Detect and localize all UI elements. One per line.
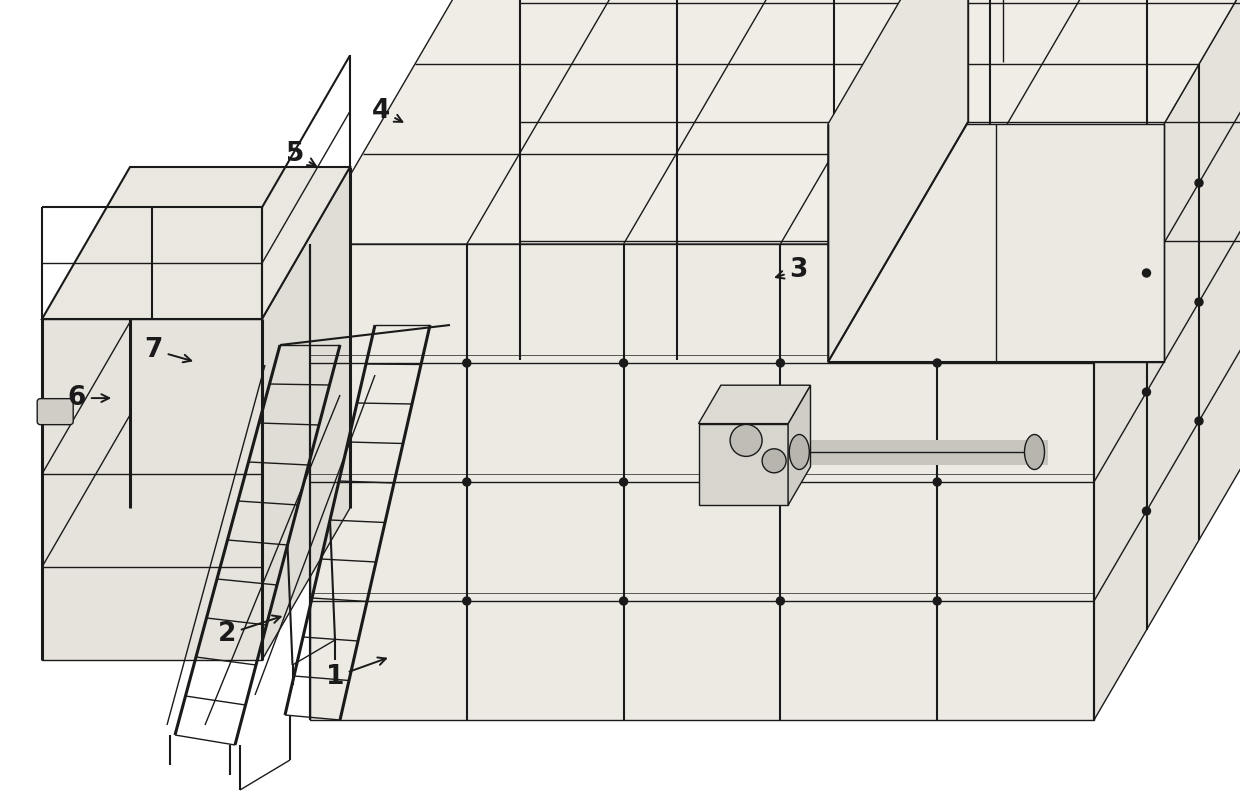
Circle shape [730,425,763,457]
Circle shape [1195,298,1203,306]
Ellipse shape [1024,434,1044,469]
Circle shape [1142,507,1151,515]
Circle shape [1142,269,1151,277]
Polygon shape [42,319,262,660]
Polygon shape [520,0,1240,360]
Polygon shape [310,0,1240,244]
Circle shape [776,359,785,367]
Circle shape [463,597,471,605]
Text: 2: 2 [218,615,280,647]
Polygon shape [698,385,811,424]
Circle shape [934,597,941,605]
Text: 5: 5 [286,141,316,167]
Circle shape [620,359,627,367]
Polygon shape [789,385,811,505]
Polygon shape [1094,0,1240,720]
Circle shape [1195,417,1203,425]
Text: 3: 3 [776,257,807,283]
Circle shape [463,478,471,486]
Circle shape [776,478,785,486]
Circle shape [1142,388,1151,396]
Polygon shape [828,124,1164,362]
Circle shape [934,478,941,486]
Circle shape [620,478,627,486]
Circle shape [776,597,785,605]
Text: 7: 7 [145,337,191,363]
Polygon shape [698,424,789,505]
Circle shape [934,359,941,367]
Polygon shape [310,244,1094,720]
Polygon shape [42,167,350,319]
Circle shape [1195,179,1203,187]
Text: 6: 6 [68,385,109,411]
Circle shape [763,449,786,473]
FancyBboxPatch shape [37,399,73,425]
Text: 1: 1 [326,658,386,690]
Polygon shape [828,0,968,362]
Circle shape [463,359,471,367]
Ellipse shape [790,434,810,469]
Polygon shape [262,167,350,660]
Circle shape [620,597,627,605]
Text: 4: 4 [372,98,402,123]
